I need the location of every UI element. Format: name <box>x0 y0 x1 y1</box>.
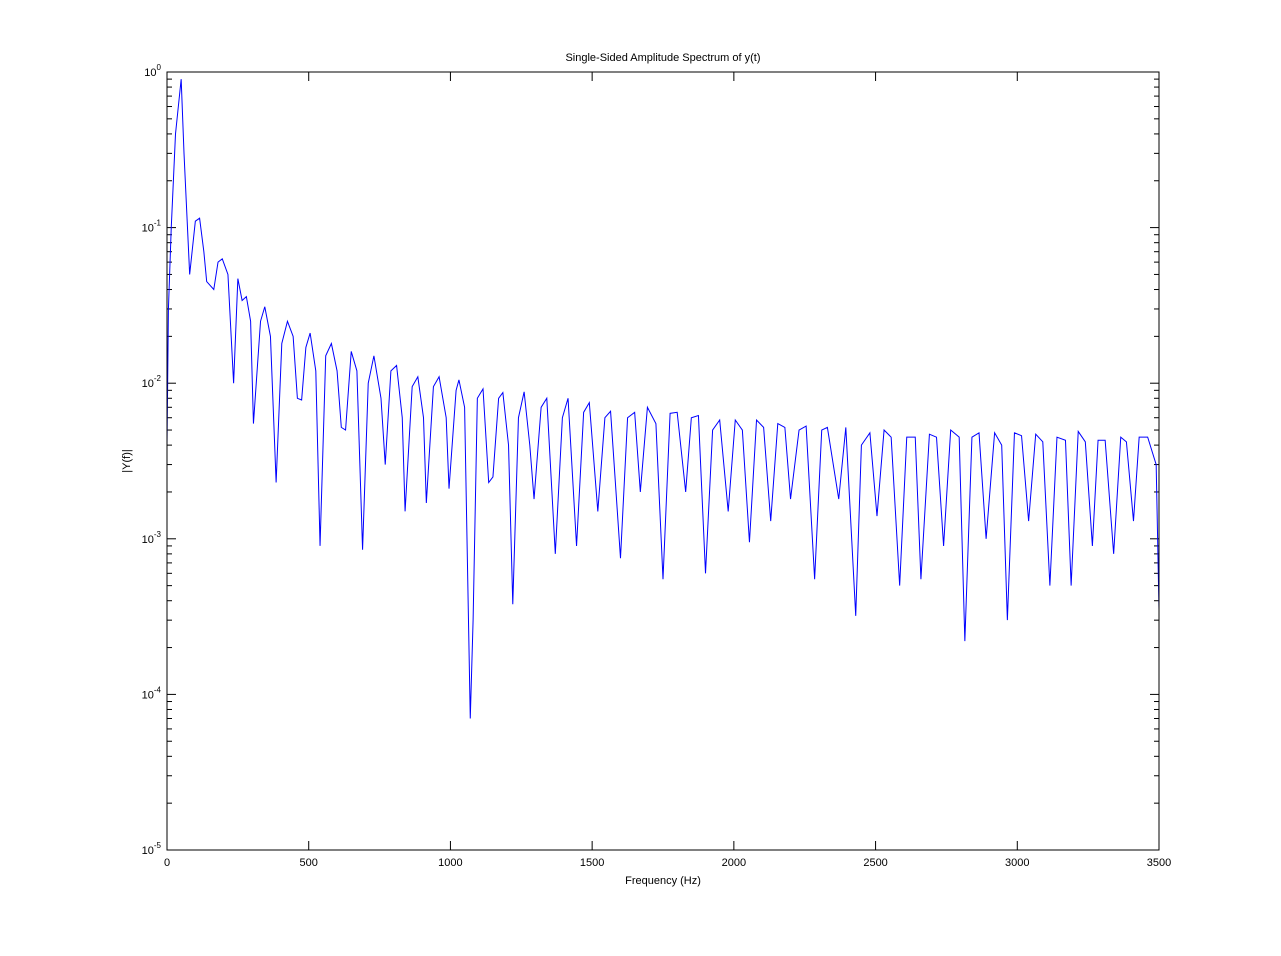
axes-box <box>166 71 1160 851</box>
y-tick-label: 10-4 <box>142 685 162 701</box>
x-tick-label: 2000 <box>722 857 746 869</box>
chart-title: Single-Sided Amplitude Spectrum of y(t) <box>565 52 760 64</box>
y-tick-base: 10 <box>144 67 156 79</box>
line <box>166 79 1160 719</box>
y-tick-exponent: -5 <box>154 841 162 850</box>
y-tick-exponent: 0 <box>157 63 162 72</box>
y-tick-exponent: -4 <box>154 685 162 694</box>
x-tick-label: 3000 <box>1005 857 1029 869</box>
y-tick-base: 10 <box>142 689 154 701</box>
y-tick-label: 10-3 <box>142 530 162 546</box>
x-tick-label: 1000 <box>438 857 462 869</box>
y-tick-exponent: -2 <box>154 374 162 383</box>
y-tick-label: 10-2 <box>142 374 162 390</box>
x-tick-label: 500 <box>300 857 318 869</box>
x-tick-label: 1500 <box>580 857 604 869</box>
x-tick-label: 0 <box>164 857 170 869</box>
x-axis-label: Frequency (Hz) <box>625 875 701 887</box>
y-tick-base: 10 <box>142 534 154 546</box>
y-tick-base: 10 <box>142 845 154 857</box>
x-tick-label: 3500 <box>1147 857 1171 869</box>
y-tick-base: 10 <box>142 223 154 235</box>
y-tick-label: 10-1 <box>142 219 162 235</box>
y-axis-label: |Y(f)| <box>121 449 133 472</box>
y-tick-label: 100 <box>144 63 161 79</box>
y-tick-exponent: -1 <box>154 219 162 228</box>
y-tick-exponent: -3 <box>154 530 162 539</box>
x-tick-label: 2500 <box>863 857 887 869</box>
y-tick-base: 10 <box>142 378 154 390</box>
y-tick-label: 10-5 <box>142 841 162 857</box>
